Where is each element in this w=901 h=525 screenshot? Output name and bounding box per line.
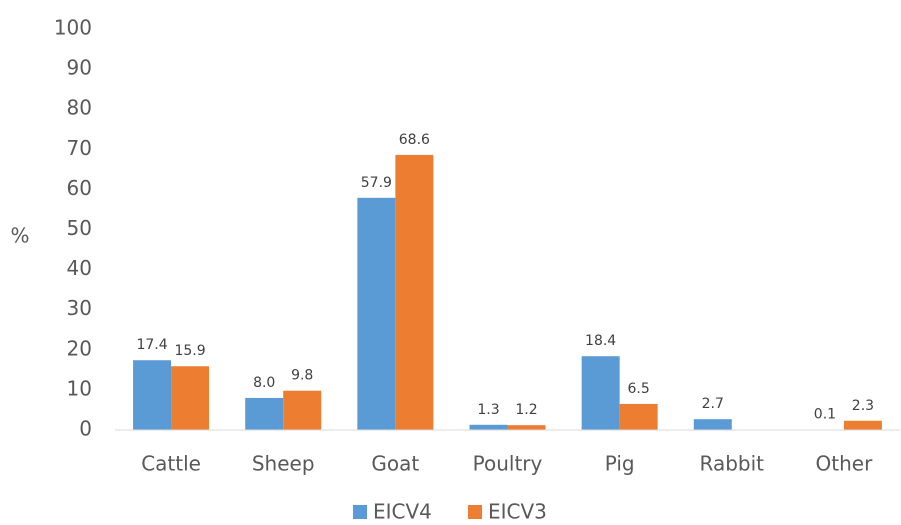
data-label: 15.9 <box>174 343 205 359</box>
y-tick-label: 40 <box>67 256 92 280</box>
data-label: 1.2 <box>515 402 537 418</box>
x-tick-label: Sheep <box>252 452 315 476</box>
y-axis-label: % <box>10 224 29 248</box>
bar <box>469 424 508 430</box>
bar <box>619 403 658 430</box>
bar <box>693 419 732 430</box>
x-tick-label: Pig <box>605 452 635 476</box>
bar <box>581 356 620 430</box>
bar <box>245 397 284 430</box>
legend-swatch <box>468 505 482 519</box>
y-tick-label: 10 <box>67 376 92 400</box>
x-tick-label: Cattle <box>141 452 201 476</box>
legend-swatch <box>353 505 367 519</box>
data-label: 17.4 <box>136 337 167 353</box>
data-label: 18.4 <box>585 333 616 349</box>
x-tick-label: Rabbit <box>700 452 765 476</box>
y-tick-label: 80 <box>67 96 92 120</box>
y-tick-label: 20 <box>67 336 92 360</box>
bar <box>133 360 172 430</box>
bar <box>171 366 210 430</box>
y-tick-label: 60 <box>67 176 92 200</box>
x-tick-label: Goat <box>371 452 419 476</box>
x-tick-label: Poultry <box>473 452 543 476</box>
data-label: 2.7 <box>702 396 724 412</box>
legend-label: EICV3 <box>488 500 547 524</box>
data-label: 8.0 <box>253 375 275 391</box>
data-label: 9.8 <box>291 368 313 384</box>
legend-label: EICV4 <box>373 500 432 524</box>
data-label: 68.6 <box>399 132 430 148</box>
data-label: 6.5 <box>628 381 650 397</box>
y-tick-label: 0 <box>79 417 92 441</box>
bar <box>507 425 546 430</box>
bar <box>283 390 322 430</box>
y-tick-label: 30 <box>67 296 92 320</box>
data-label: 57.9 <box>361 175 392 191</box>
bar <box>395 154 434 430</box>
bar <box>357 197 396 430</box>
y-tick-label: 90 <box>67 56 92 80</box>
y-tick-label: 100 <box>54 16 92 40</box>
data-label: 1.3 <box>477 402 499 418</box>
y-tick-label: 70 <box>67 136 92 160</box>
x-tick-label: Other <box>816 452 874 476</box>
y-tick-label: 50 <box>67 216 92 240</box>
data-label: 2.3 <box>852 398 874 414</box>
data-label: 0.1 <box>814 407 836 423</box>
bar <box>843 420 882 430</box>
